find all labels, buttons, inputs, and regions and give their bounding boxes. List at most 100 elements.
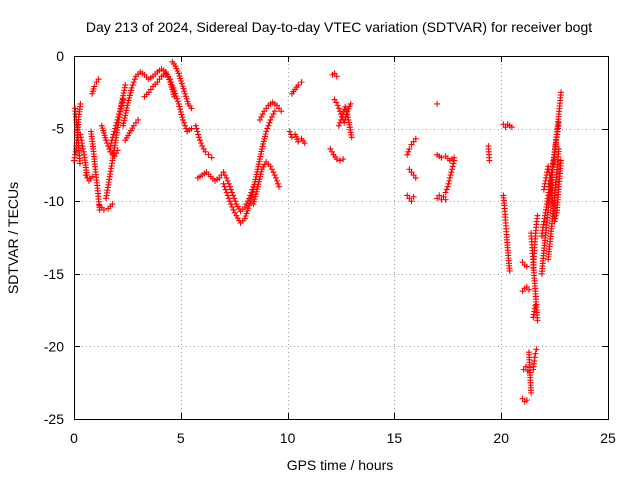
data-point: [532, 302, 539, 309]
data-point: [268, 113, 275, 120]
data-point: [271, 108, 278, 115]
data-point: [179, 116, 186, 123]
data-point: [555, 119, 562, 126]
data-point: [128, 84, 135, 91]
data-point: [227, 201, 234, 208]
data-point: [450, 160, 457, 167]
data-point: [256, 116, 263, 123]
data-point: [448, 169, 455, 176]
data-point: [109, 201, 116, 208]
data-point: [443, 186, 450, 193]
data-point: [113, 119, 120, 126]
data-points: [71, 58, 565, 405]
x-tick-labels: 0 5 10 15 20 25: [70, 430, 616, 446]
y-tick-labels: 0 -5 -10 -15 -20 -25: [44, 48, 64, 427]
data-point: [344, 114, 351, 121]
data-point: [442, 196, 449, 203]
data-point: [272, 174, 279, 181]
data-point: [278, 108, 285, 115]
data-point: [168, 79, 175, 86]
data-point: [173, 93, 180, 100]
data-point: [241, 204, 248, 211]
data-point: [263, 128, 270, 135]
x-tick-label: 0: [70, 430, 78, 446]
data-point: [106, 145, 113, 152]
data-point: [130, 79, 137, 86]
x-tick-label: 15: [387, 430, 403, 446]
data-point: [273, 177, 280, 184]
data-point: [438, 154, 445, 161]
data-point: [225, 195, 232, 202]
data-point: [506, 267, 513, 274]
data-point: [76, 160, 83, 167]
y-tick-label: -5: [52, 121, 65, 137]
data-point: [225, 180, 232, 187]
data-point: [558, 157, 565, 164]
data-point: [525, 286, 532, 293]
data-point: [226, 198, 233, 205]
data-point: [71, 154, 78, 161]
data-point: [176, 103, 183, 110]
data-point: [404, 151, 411, 158]
data-point: [434, 100, 441, 107]
data-point: [118, 102, 125, 109]
y-tick-label: -10: [44, 193, 64, 209]
data-point: [230, 206, 237, 213]
data-point: [183, 125, 190, 132]
data-point: [249, 189, 256, 196]
data-point: [108, 140, 115, 147]
data-point: [107, 143, 114, 150]
data-point: [246, 199, 253, 206]
data-point: [534, 317, 541, 324]
data-point: [335, 105, 342, 112]
data-point: [119, 99, 126, 106]
data-point: [523, 397, 530, 404]
data-point: [336, 157, 343, 164]
data-point: [333, 73, 340, 80]
data-point: [223, 174, 230, 181]
y-tick-label: 0: [56, 48, 64, 64]
data-point: [182, 122, 189, 129]
data-point: [532, 350, 539, 357]
x-tick-label: 5: [177, 430, 185, 446]
data-point: [112, 125, 119, 132]
data-point: [188, 105, 195, 112]
data-point: [169, 82, 176, 89]
data-point: [412, 174, 419, 181]
data-point: [205, 151, 212, 158]
data-point: [197, 137, 204, 144]
data-point: [114, 116, 121, 123]
data-point: [112, 122, 119, 129]
data-point: [120, 96, 127, 103]
data-point: [347, 100, 354, 107]
x-tick-label: 25: [600, 430, 616, 446]
data-point: [298, 79, 305, 86]
y-tick-label: -20: [44, 338, 64, 354]
data-point: [533, 346, 540, 353]
data-point: [178, 111, 185, 118]
data-point: [264, 125, 271, 132]
data-point: [77, 100, 84, 107]
data-point: [267, 116, 274, 123]
data-point: [195, 134, 202, 141]
data-point: [410, 193, 417, 200]
data-point: [258, 113, 265, 120]
data-point: [334, 102, 341, 109]
data-point: [129, 82, 136, 89]
data-point: [271, 172, 278, 179]
data-point: [135, 116, 142, 123]
data-point: [446, 177, 453, 184]
plot-frame: [74, 56, 609, 420]
data-point: [442, 189, 449, 196]
data-point: [241, 215, 248, 222]
data-point: [223, 189, 230, 196]
data-point: [202, 148, 209, 155]
data-point: [192, 122, 199, 129]
data-point: [91, 83, 98, 90]
chart-title: Day 213 of 2024, Sidereal Day-to-day VTE…: [86, 19, 592, 35]
data-point: [445, 180, 452, 187]
data-point: [446, 174, 453, 181]
data-point: [336, 108, 343, 115]
data-point: [451, 157, 458, 164]
